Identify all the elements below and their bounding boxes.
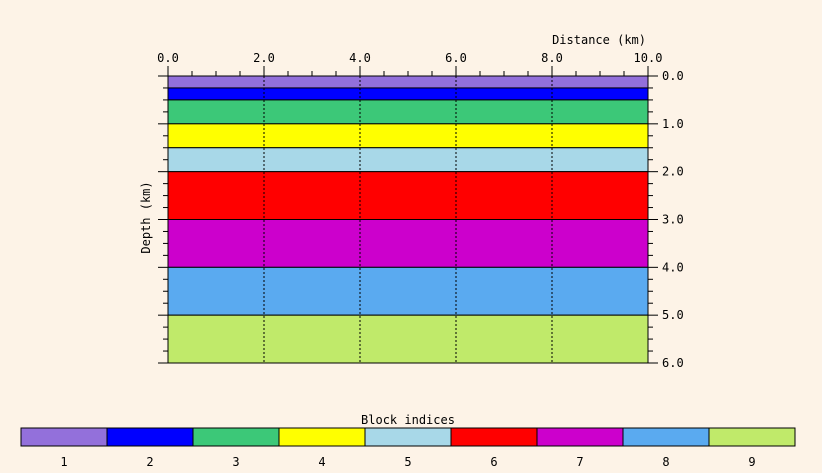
y-tick-label: 6.0	[662, 356, 684, 370]
legend-label-7: 7	[576, 455, 583, 469]
legend-label-5: 5	[404, 455, 411, 469]
legend-swatch-5	[364, 427, 452, 447]
legend-swatch-4	[278, 427, 366, 447]
layer-block-1	[167, 75, 649, 89]
layer-block-5	[167, 147, 649, 173]
layer-block-9	[167, 314, 649, 364]
layer-block-3	[167, 99, 649, 125]
x-tick-label: 6.0	[445, 51, 467, 65]
layer-block-8	[167, 266, 649, 316]
legend-label-6: 6	[490, 455, 497, 469]
legend-swatch-1	[20, 427, 108, 447]
x-tick-label: 10.0	[634, 51, 663, 65]
x-axis: 0.0 2.0 4.0 6.0 8.0 10.0	[157, 51, 663, 77]
y-tick-label: 1.0	[662, 117, 684, 131]
legend-swatch-3	[192, 427, 280, 447]
legend-swatch-6	[450, 427, 538, 447]
legend-swatch-2	[106, 427, 194, 447]
x-tick-label: 2.0	[253, 51, 275, 65]
y-tick-label: 0.0	[662, 69, 684, 83]
y-axis: 0.0 1.0 2.0 3.0 4.0 5.0 6.0	[158, 69, 684, 370]
legend-swatch-9	[708, 427, 796, 447]
x-tick-label: 0.0	[157, 51, 179, 65]
legend-swatch-7	[536, 427, 624, 447]
y-tick-label: 2.0	[662, 165, 684, 179]
legend-label-3: 3	[232, 455, 239, 469]
x-tick-label: 8.0	[541, 51, 563, 65]
legend-swatch-8	[622, 427, 710, 447]
layer-block-7	[167, 219, 649, 268]
y-tick-label: 4.0	[662, 260, 684, 274]
legend-label-4: 4	[318, 455, 325, 469]
x-tick-label: 4.0	[349, 51, 371, 65]
y-tick-label: 5.0	[662, 308, 684, 322]
layer-block-2	[167, 87, 649, 101]
y-axis-label: Depth (km)	[139, 181, 153, 253]
layer-block-6	[167, 171, 649, 221]
legend-label-2: 2	[146, 455, 153, 469]
legend-label-9: 9	[748, 455, 755, 469]
legend-label-1: 1	[60, 455, 67, 469]
legend-label-8: 8	[662, 455, 669, 469]
legend-title: Block indices	[361, 413, 455, 427]
y-tick-label: 3.0	[662, 213, 684, 227]
x-axis-label: Distance (km)	[552, 33, 646, 47]
legend: 1 2 3 4 5 6 7 8 9	[20, 427, 796, 469]
layers-group	[167, 75, 649, 364]
layer-block-4	[167, 123, 649, 149]
